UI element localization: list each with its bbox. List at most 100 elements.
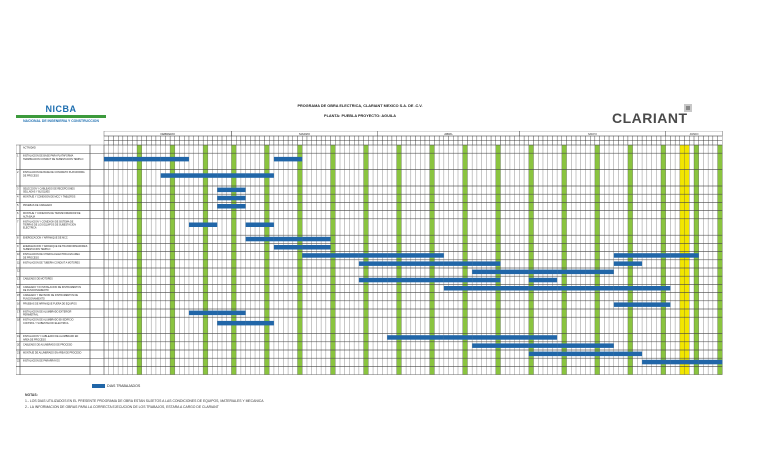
day-header-cell (656, 135, 662, 141)
day-header-cell (391, 140, 397, 146)
day-header-cell (665, 135, 671, 141)
day-header-cell (519, 140, 525, 146)
day-header-cell (684, 140, 690, 146)
day-header-cell (217, 135, 223, 141)
legend: DIAS TRABAJADOS (92, 384, 140, 388)
day-header-cell (207, 135, 213, 141)
task-bar (273, 245, 303, 250)
row-label-line: DE FUNCIONAMIENTO (23, 289, 49, 292)
day-header-cell (627, 135, 633, 141)
day-header-cell (179, 135, 185, 141)
day-header-cell (472, 135, 478, 141)
day-header-cell (575, 135, 581, 141)
row-label-line: DE PROCESO (23, 174, 39, 177)
day-header-cell (146, 140, 152, 146)
day-header-cell (254, 135, 260, 141)
row-unit-cell (89, 316, 105, 334)
day-header-cell (566, 140, 572, 146)
day-header-cell (641, 140, 647, 146)
day-header-cell (556, 140, 562, 146)
day-header-cell (320, 135, 326, 141)
row-number: 16 (17, 301, 20, 305)
row-number: 15 (17, 293, 20, 297)
task-bar (698, 359, 723, 365)
day-header-cell (372, 135, 378, 141)
day-header-cell (103, 135, 109, 141)
day-header-cell (651, 135, 657, 141)
task-bar (443, 277, 473, 283)
row-number: 11 (17, 260, 20, 264)
day-header-cell (245, 135, 251, 141)
day-header-cell (306, 140, 312, 146)
row-unit-cell (89, 341, 105, 351)
day-header-cell (292, 140, 298, 146)
day-header-cell (500, 140, 506, 146)
row-label: CABLEADO DE MOTORES (23, 278, 53, 281)
day-header-cell (660, 140, 666, 146)
day-header-cell (424, 140, 430, 146)
row-unit-cell (89, 251, 105, 260)
task-bar (557, 343, 586, 348)
day-header-cell (684, 135, 690, 141)
day-header-cell (264, 140, 270, 146)
day-header-cell (226, 135, 232, 141)
day-header-cell (382, 135, 388, 141)
task-bar (245, 173, 274, 178)
task-bar (472, 286, 501, 291)
day-header-cell (151, 140, 157, 146)
row-unit-cell (89, 210, 105, 219)
row-number-cell (16, 144, 21, 154)
day-header-cell (155, 135, 161, 141)
day-header-cell (703, 135, 709, 141)
task-bar (217, 173, 246, 178)
day-header-cell (226, 140, 232, 146)
day-header-cell (344, 140, 350, 146)
day-header-cell (679, 135, 685, 141)
row-label: MONTAJE Y CONEXION DE MCC Y TABLEROS (23, 196, 76, 199)
row-number: 20 (17, 342, 20, 346)
row-label-line: MONTAJE DE ALUMBRADO EN AREA DE PROCESO (23, 352, 82, 355)
row-label-line: PRUEBAS DE CABLEADO (23, 204, 52, 207)
day-header-cell (623, 140, 629, 146)
task-bar (132, 156, 161, 162)
day-header-cell (547, 135, 553, 141)
task-bar (642, 302, 671, 307)
day-header-cell (571, 140, 577, 146)
day-header-cell (184, 135, 190, 141)
day-header-cell (585, 135, 591, 141)
day-header-cell (632, 140, 638, 146)
row-label: PRUEBAS DE ARRANQUE FUERA DE EQUIPOS (23, 302, 77, 305)
task-bar (528, 351, 558, 357)
day-header-cell (122, 140, 128, 146)
day-header-cell (372, 140, 378, 146)
day-header-cell (136, 135, 142, 141)
day-header-cell (500, 135, 506, 141)
day-header-cell (528, 140, 534, 146)
task-bar (302, 236, 331, 242)
day-header-cell (689, 140, 695, 146)
task-bar (472, 343, 501, 348)
row-number: 1 (17, 154, 19, 158)
day-header-cell (556, 135, 562, 141)
day-header-cell (486, 135, 492, 141)
task-bar (188, 310, 218, 316)
day-header-cell (165, 135, 171, 141)
day-header-cell (708, 135, 714, 141)
row-label-line: DE PROCESO (23, 256, 39, 259)
task-bar (585, 286, 614, 291)
day-header-cell (240, 140, 246, 146)
task-bar (217, 320, 246, 326)
row-unit-cell (89, 349, 105, 359)
day-header-cell (155, 140, 161, 146)
day-header-cell (405, 140, 411, 146)
day-header-cell (693, 135, 699, 141)
day-header-cell (538, 140, 544, 146)
day-header-cell (533, 140, 539, 146)
row-number: 5 (17, 203, 19, 207)
day-header-cell (250, 135, 256, 141)
day-header-cell (108, 135, 114, 141)
task-bar (217, 187, 246, 193)
task-bar (387, 261, 416, 266)
row-label: INSTALACION DE ALUMBRADO EN EDIFICIO CONT… (23, 319, 74, 325)
day-header-cell (514, 135, 520, 141)
